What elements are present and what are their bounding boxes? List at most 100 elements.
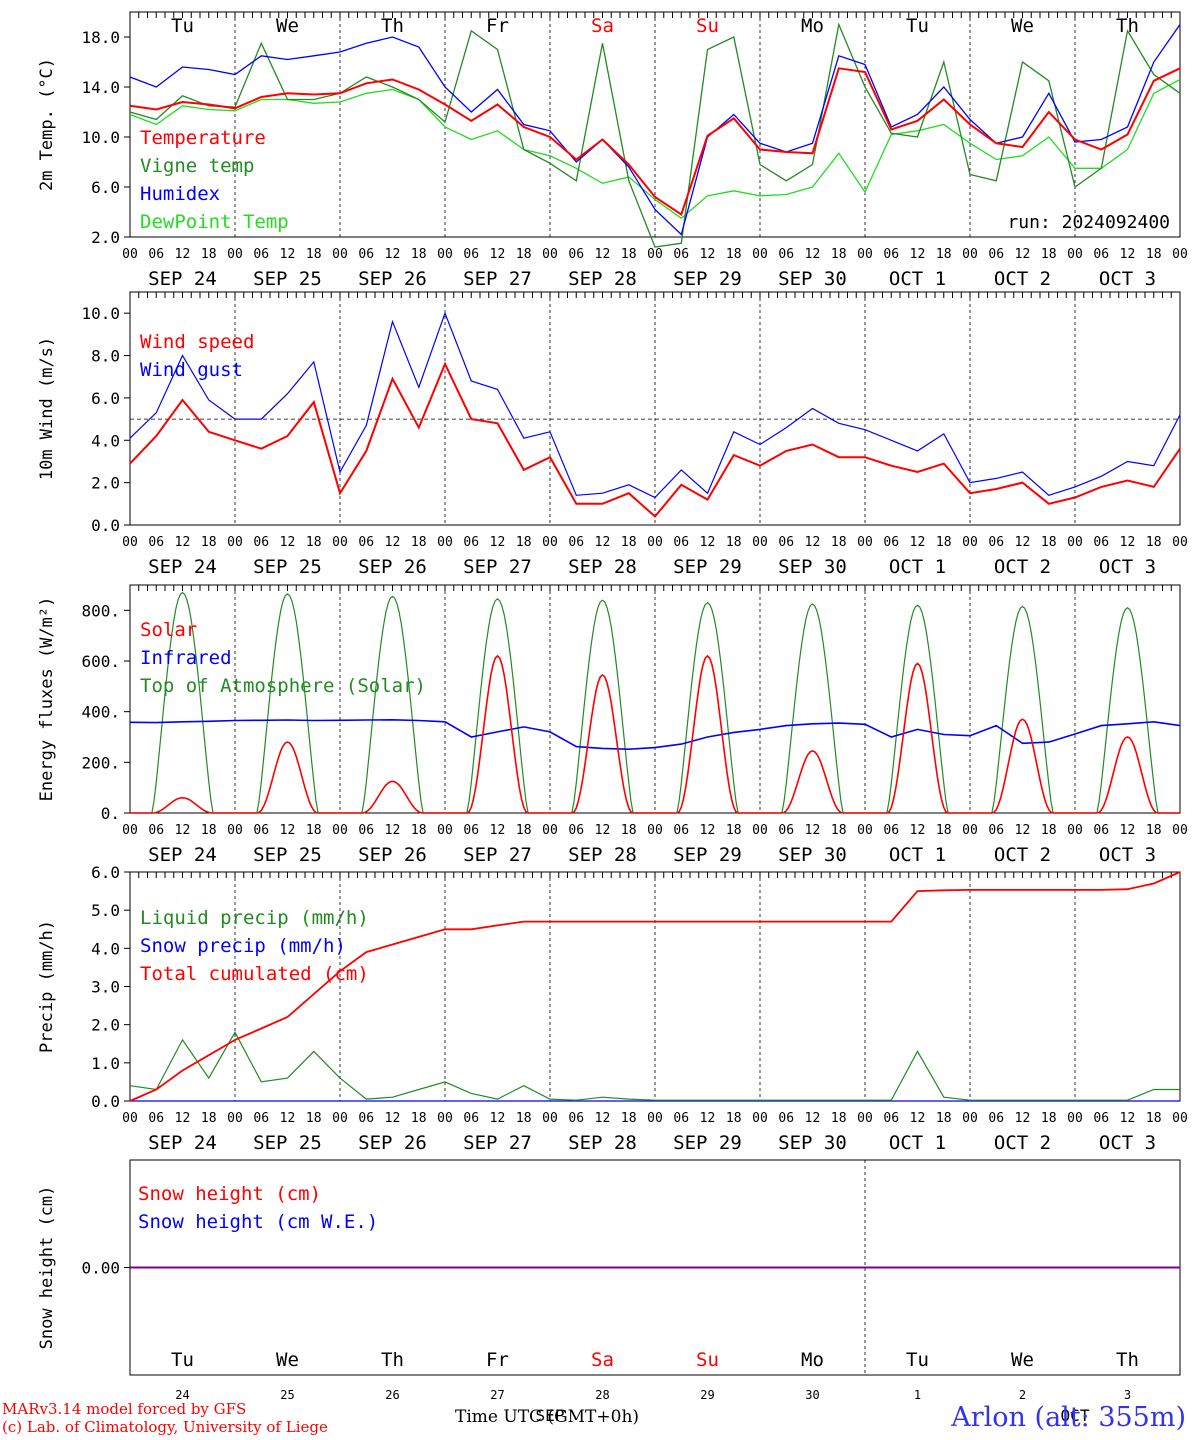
day-number: 28 [595,1388,609,1402]
date-label: SEP 27 [463,556,532,578]
y-tick-label: 1.0 [91,1054,120,1073]
plot-frame [129,11,1181,238]
hour-label: 18 [831,1111,847,1126]
y-tick-label: 2.0 [91,1016,120,1035]
hour-label: 18 [1146,1111,1162,1126]
weekday-label: Tu [171,1349,194,1371]
hour-label: 12 [1120,247,1136,262]
hour-label: 06 [148,247,164,262]
hour-label: 18 [621,535,637,550]
hour-label: 00 [227,1111,243,1126]
hour-label: 18 [306,535,322,550]
hour-label: 18 [831,535,847,550]
y-tick-label: 0.0 [91,516,120,535]
legend-entry: Vigne temp [140,155,254,177]
hour-label: 18 [306,823,322,838]
hour-label: 06 [358,247,374,262]
hour-label: 12 [385,1111,401,1126]
month-label: OCT [1061,1406,1090,1425]
hour-label: 12 [175,535,191,550]
weekday-label: Th [381,1349,404,1371]
hour-label: 06 [463,1111,479,1126]
date-label: SEP 26 [358,1132,427,1154]
hour-label: 00 [122,535,138,550]
date-label: SEP 24 [148,844,217,866]
date-label: SEP 26 [358,844,427,866]
hour-label: 12 [595,247,611,262]
date-label: OCT 3 [1099,556,1156,578]
date-label: SEP 30 [778,844,847,866]
date-label: OCT 2 [994,268,1051,290]
hour-label: 12 [910,535,926,550]
date-label: OCT 1 [889,844,946,866]
legend-entry: Wind speed [140,331,254,353]
legend-entry: Snow precip (mm/h) [140,935,346,957]
hour-label: 06 [883,1111,899,1126]
hour-label: 00 [752,535,768,550]
month-label: SEP [536,1406,565,1425]
hour-label: 18 [201,823,217,838]
legend-entry: DewPoint Temp [140,211,289,233]
hour-label: 06 [673,823,689,838]
hour-label: 06 [988,535,1004,550]
date-label: SEP 26 [358,556,427,578]
date-label: SEP 25 [253,1132,322,1154]
hour-label: 06 [1093,1111,1109,1126]
hour-label: 12 [1120,1111,1136,1126]
hour-label: 12 [280,535,296,550]
hour-label: 18 [831,247,847,262]
hour-label: 00 [752,247,768,262]
hour-label: 00 [122,247,138,262]
date-label: SEP 27 [463,1132,532,1154]
hour-label: 18 [936,1111,952,1126]
date-label: SEP 27 [463,268,532,290]
hour-label: 00 [857,535,873,550]
legend-entry: Wind gust [140,359,243,381]
hour-label: 00 [1172,247,1188,262]
hour-label: 18 [516,535,532,550]
series-line-0 [129,361,1181,518]
y-tick-label: 18.0 [81,28,120,47]
hour-label: 06 [253,247,269,262]
hour-label: 18 [726,247,742,262]
hour-label: 18 [411,535,427,550]
hour-label: 06 [673,247,689,262]
hour-label: 12 [595,823,611,838]
weekday-label: Fr [486,15,509,37]
y-tick-label: 6.0 [91,389,120,408]
legend-entry: Liquid precip (mm/h) [140,907,369,929]
hour-label: 00 [752,823,768,838]
day-number: 30 [805,1388,819,1402]
y-tick-label: 600. [81,652,120,671]
legend-entry: Total cumulated (cm) [140,963,369,985]
date-label: OCT 1 [889,268,946,290]
hour-label: 00 [962,535,978,550]
hour-label: 18 [1146,247,1162,262]
hour-label: 18 [201,1111,217,1126]
hour-label: 06 [568,247,584,262]
day-number: 1 [914,1388,921,1402]
hour-label: 12 [910,1111,926,1126]
weekday-label: We [1011,1349,1034,1371]
series-line-1 [129,311,1181,499]
precip-panel: 0.0 1.0 2.0 3.0 4.0 5.0 6.0 Precip (mm/h) 00 06 12… [37,863,1188,1154]
hour-label: 18 [411,247,427,262]
hour-label: 00 [122,1111,138,1126]
hour-label: 00 [962,1111,978,1126]
hour-label: 12 [175,823,191,838]
legend-entry: Snow height (cm W.E.) [138,1211,378,1233]
y-tick-label: 800. [81,601,120,620]
hour-label: 18 [516,1111,532,1126]
hour-label: 00 [437,535,453,550]
hour-label: 00 [962,247,978,262]
y-axis-label: Precip (mm/h) [37,920,57,1053]
footer-line-2: (c) Lab. of Climatology, University of L… [2,1418,328,1436]
hour-label: 00 [332,1111,348,1126]
y-tick-label: 2.0 [91,228,120,247]
y-tick-label: 400. [81,703,120,722]
hour-label: 06 [1093,823,1109,838]
hour-label: 06 [988,247,1004,262]
y-axis-label: Snow height (cm) [37,1186,57,1350]
date-label: SEP 28 [568,556,637,578]
